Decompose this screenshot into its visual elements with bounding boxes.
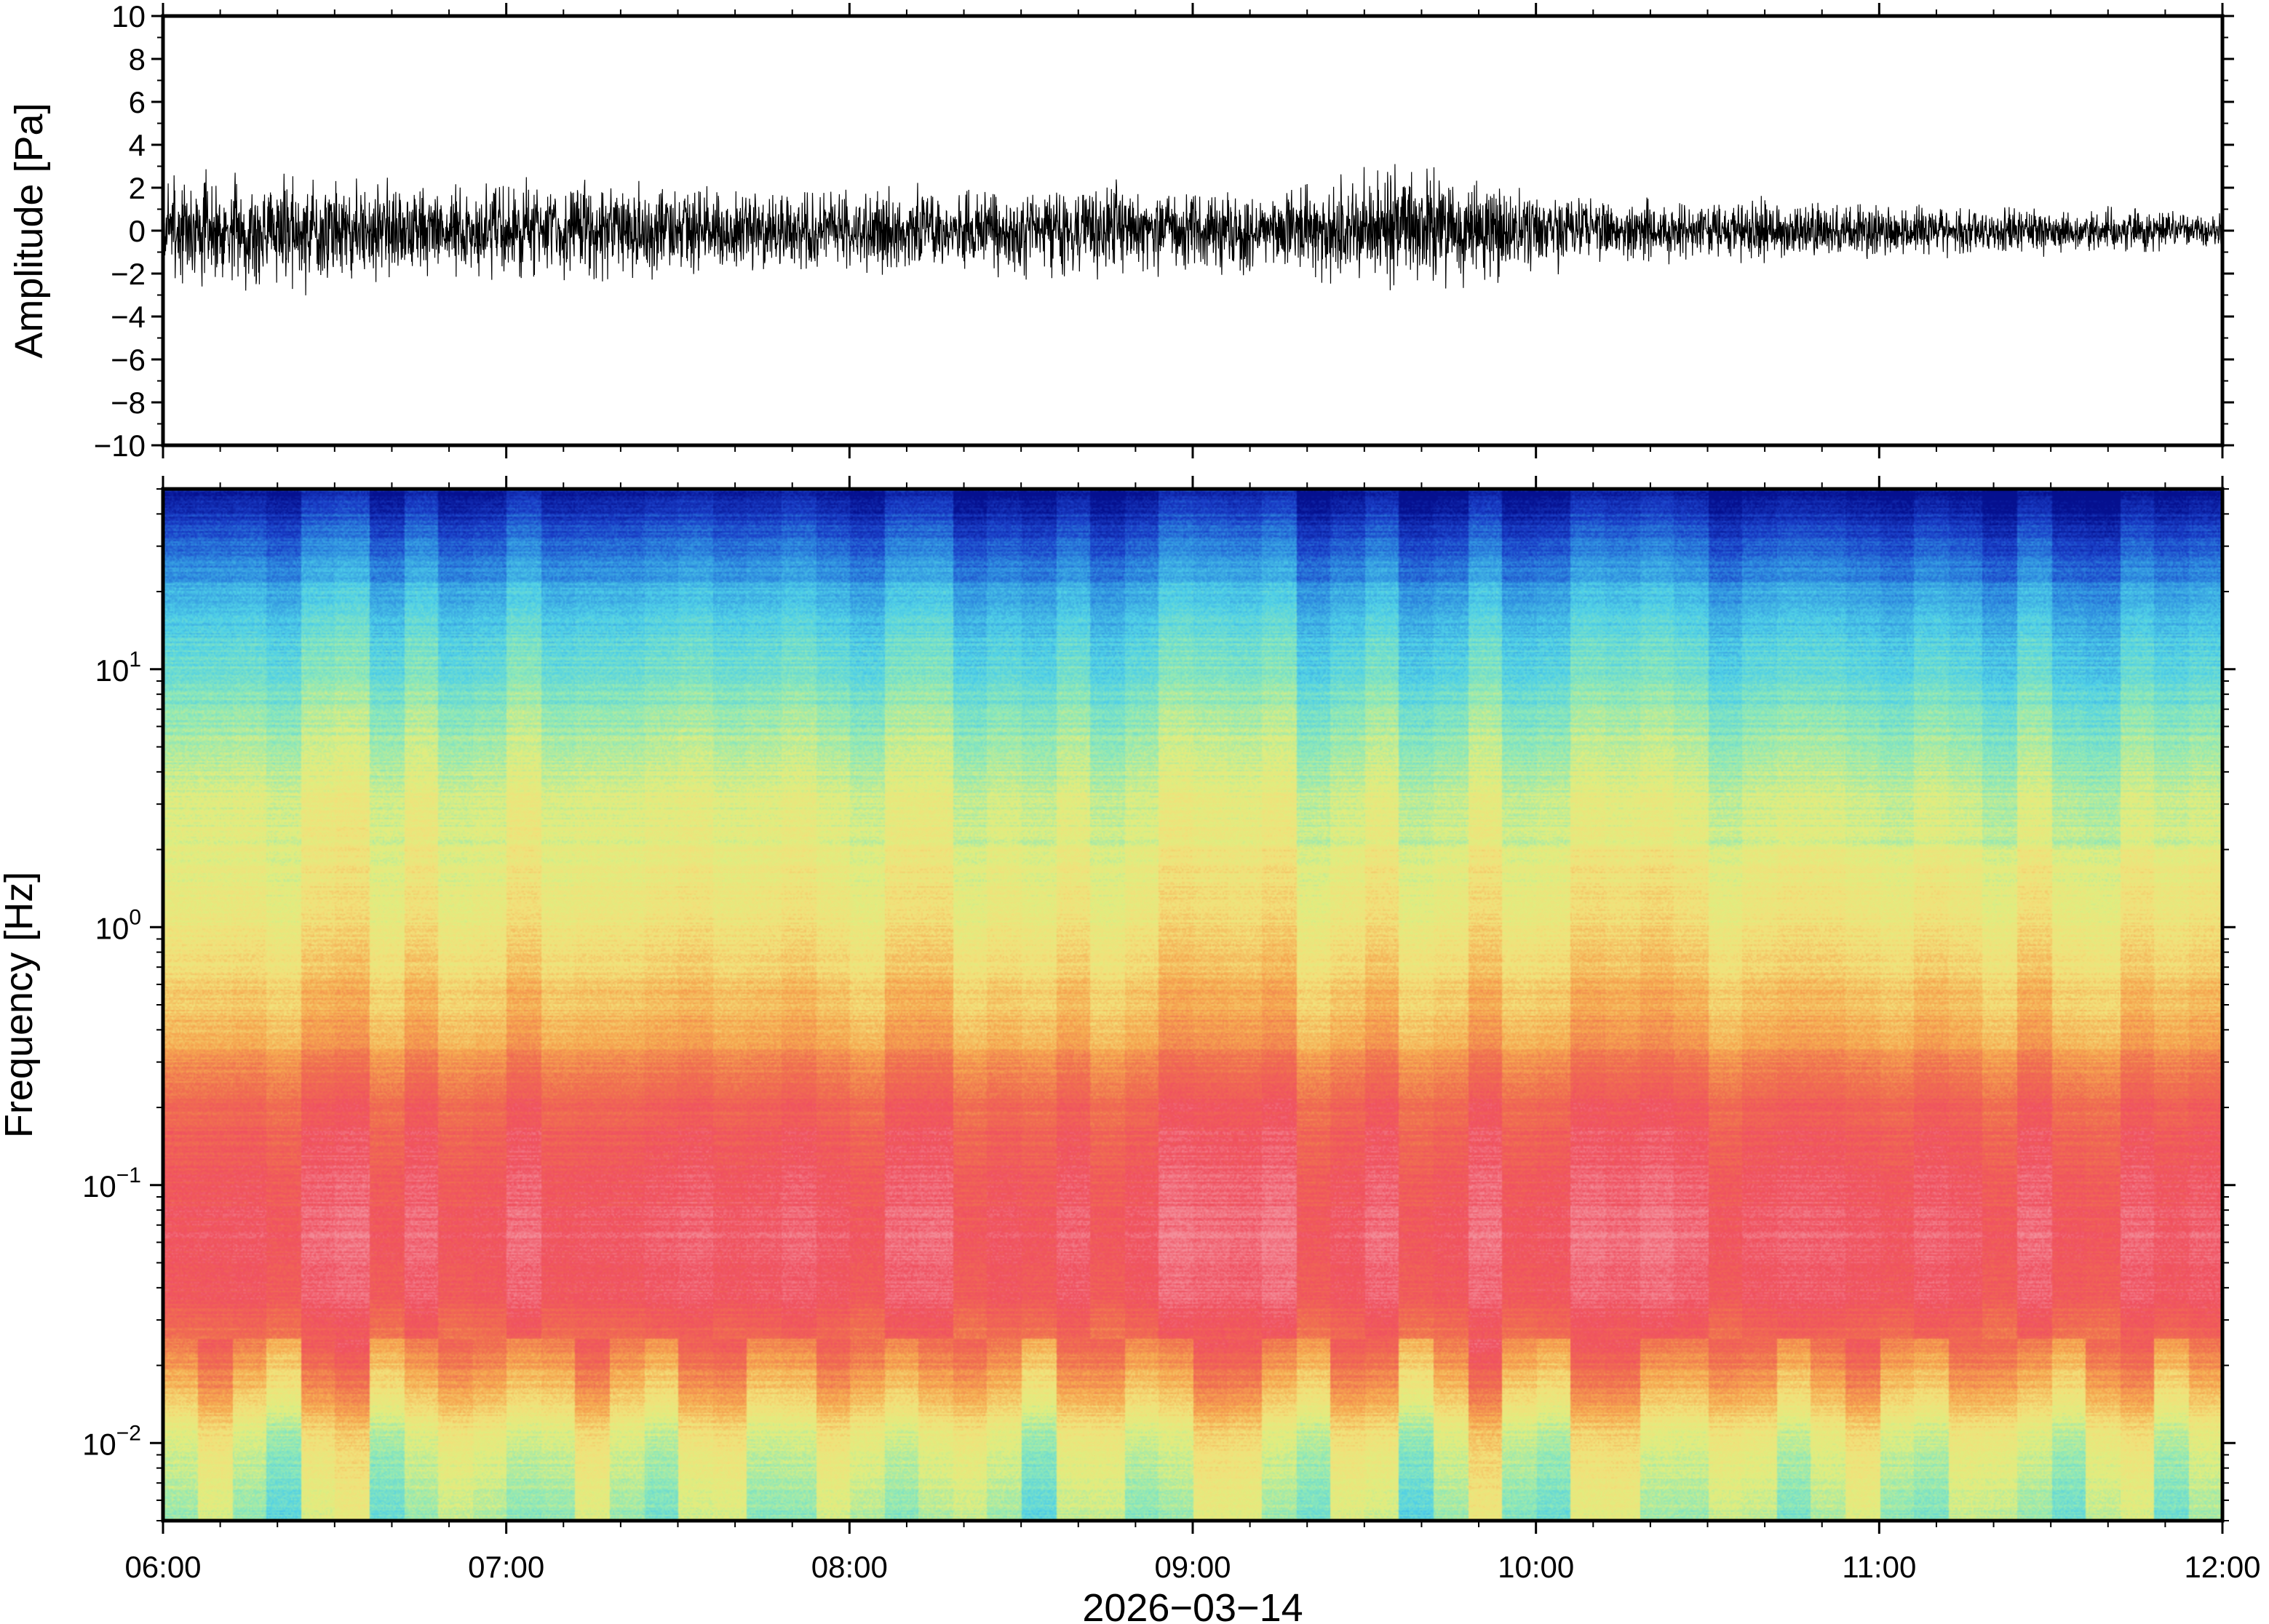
spectrogram-panel: 10−2 10−1 100 101 06:00 07:00 08:00 09:00 10:00… <box>0 476 2261 1624</box>
y-tick-label: −2 <box>111 257 146 291</box>
waveform-y-ticks: −10 −8 −6 −4 −2 0 2 4 6 8 10 <box>94 0 2234 463</box>
y-tick-label: 8 <box>129 42 146 76</box>
spectrogram-y-axis-title: Frequency [Hz] <box>0 872 41 1138</box>
y-tick-label: 10−2 <box>82 1421 141 1461</box>
y-tick-label: 10−1 <box>82 1163 141 1203</box>
y-tick-label: 0 <box>129 214 146 248</box>
y-tick-label: 10 <box>111 0 146 33</box>
spectrogram-image <box>163 489 2222 1521</box>
waveform-y-axis-title: Amplitude [Pa] <box>7 103 51 358</box>
x-tick-label: 11:00 <box>1842 1550 1916 1584</box>
y-tick-label: 101 <box>95 648 141 688</box>
x-tick-label: 07:00 <box>468 1550 544 1584</box>
y-tick-label: −10 <box>94 429 146 463</box>
waveform-panel: −10 −8 −6 −4 −2 0 2 4 6 8 10 Amplitude [Pa] <box>7 0 2234 463</box>
y-tick-label: 6 <box>129 85 146 119</box>
x-tick-label: 06:00 <box>124 1550 201 1584</box>
x-tick-label: 09:00 <box>1154 1550 1231 1584</box>
waveform-trace <box>162 164 2223 295</box>
x-tick-label: 12:00 <box>2184 1550 2260 1584</box>
waveform-frame <box>161 14 2225 447</box>
y-tick-label: −6 <box>111 343 146 377</box>
x-tick-label: 08:00 <box>811 1550 888 1584</box>
x-tick-label: 10:00 <box>1498 1550 1574 1584</box>
y-tick-label: −4 <box>111 300 146 334</box>
y-tick-label: 2 <box>129 171 146 205</box>
spectrogram-y-ticks: 10−2 10−1 100 101 <box>82 488 2236 1521</box>
y-tick-label: −8 <box>111 386 146 420</box>
spectrogram-x-ticks: 06:00 07:00 08:00 09:00 10:00 11:00 12:00 <box>124 476 2261 1584</box>
y-tick-label: 4 <box>129 128 146 162</box>
x-axis-title: 2026−03−14 <box>1082 1586 1303 1624</box>
y-tick-label: 100 <box>95 905 141 945</box>
spectrogram-frame <box>161 487 2225 1523</box>
